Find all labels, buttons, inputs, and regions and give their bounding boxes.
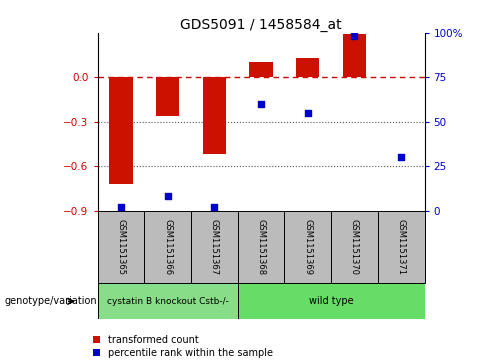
Bar	[343, 34, 366, 77]
Text: GSM1151369: GSM1151369	[303, 219, 312, 275]
Bar	[98, 211, 144, 283]
Bar	[238, 211, 285, 283]
Point	[304, 110, 312, 115]
Bar	[378, 211, 425, 283]
Bar	[98, 283, 238, 319]
Bar	[238, 283, 425, 319]
Bar	[285, 211, 331, 283]
Point	[117, 204, 125, 210]
Text: GSM1151365: GSM1151365	[117, 219, 125, 275]
Text: GSM1151367: GSM1151367	[210, 219, 219, 275]
Bar	[144, 211, 191, 283]
Bar	[191, 211, 238, 283]
Point	[164, 193, 172, 199]
Title: GDS5091 / 1458584_at: GDS5091 / 1458584_at	[180, 18, 342, 32]
Text: wild type: wild type	[309, 296, 353, 306]
Bar	[203, 77, 226, 154]
Bar	[156, 77, 180, 116]
Bar	[109, 77, 133, 184]
Bar	[249, 62, 273, 77]
Text: GSM1151368: GSM1151368	[257, 219, 265, 275]
Text: cystatin B knockout Cstb-/-: cystatin B knockout Cstb-/-	[107, 297, 228, 306]
Point	[257, 101, 265, 107]
Bar	[296, 58, 320, 77]
Bar	[331, 211, 378, 283]
Point	[350, 33, 358, 39]
Text: GSM1151370: GSM1151370	[350, 219, 359, 275]
Legend: transformed count, percentile rank within the sample: transformed count, percentile rank withi…	[93, 335, 273, 358]
Text: GSM1151366: GSM1151366	[163, 219, 172, 275]
Point	[397, 154, 405, 160]
Text: genotype/variation: genotype/variation	[5, 296, 98, 306]
Text: GSM1151371: GSM1151371	[397, 219, 406, 275]
Point	[210, 204, 218, 210]
